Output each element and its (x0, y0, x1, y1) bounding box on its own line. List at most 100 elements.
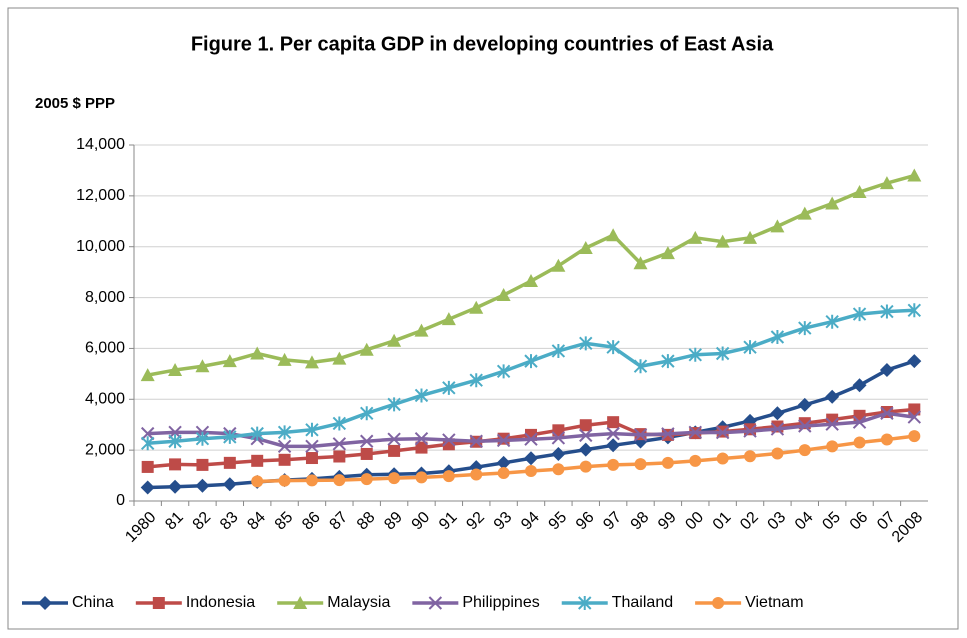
marker (798, 419, 812, 433)
y-tick-label: 10,000 (76, 238, 125, 255)
marker (387, 333, 402, 347)
legend-label: Philippines (462, 594, 539, 611)
marker (606, 340, 620, 355)
marker (277, 352, 292, 366)
marker (360, 434, 374, 448)
marker (908, 403, 921, 416)
marker (332, 437, 347, 451)
marker (770, 219, 785, 233)
marker (606, 228, 621, 242)
marker (524, 451, 538, 466)
marker (633, 256, 648, 270)
series (140, 303, 922, 451)
marker (415, 441, 428, 454)
marker (633, 428, 648, 442)
marker (771, 447, 784, 460)
marker (578, 596, 592, 610)
marker (195, 431, 210, 446)
marker (195, 359, 210, 373)
marker (278, 453, 291, 466)
marker (293, 596, 308, 609)
marker (579, 428, 593, 443)
series (251, 430, 921, 488)
marker (442, 433, 456, 447)
marker (414, 323, 429, 337)
marker (360, 406, 374, 421)
legend-item: Thailand (561, 594, 673, 611)
marker (744, 450, 757, 463)
marker (250, 346, 265, 360)
marker (388, 444, 401, 457)
y-tick-label: 12,000 (76, 187, 125, 204)
marker (552, 424, 565, 437)
marker (907, 303, 922, 318)
marker (853, 436, 866, 449)
marker (880, 406, 894, 420)
marker (715, 346, 730, 361)
legend-item: Indonesia (135, 594, 255, 611)
marker (359, 342, 374, 356)
chart-title: Figure 1. Per capita GDP in developing c… (191, 33, 774, 55)
marker (305, 422, 319, 437)
marker (770, 406, 785, 421)
marker (852, 378, 867, 393)
legend-label: China (72, 594, 114, 611)
marker (305, 474, 318, 487)
y-axis-label: 2005 $ PPP (35, 95, 115, 112)
marker (770, 422, 785, 436)
marker (716, 452, 729, 465)
marker (908, 430, 921, 443)
marker (606, 438, 621, 453)
marker (551, 446, 566, 461)
marker (579, 336, 593, 351)
marker (880, 304, 894, 319)
marker (688, 425, 702, 440)
marker (140, 480, 155, 495)
marker (661, 427, 675, 441)
marker (852, 307, 867, 322)
legend-label: Malaysia (327, 594, 390, 611)
marker (222, 477, 237, 492)
marker (140, 368, 155, 382)
marker (825, 389, 840, 404)
chart-frame (7, 7, 959, 630)
marker (879, 363, 894, 378)
marker (251, 475, 264, 488)
marker (852, 185, 867, 199)
marker (579, 460, 592, 473)
y-tick-label: 0 (116, 492, 125, 509)
marker (251, 454, 264, 467)
y-tick-label: 2,000 (85, 441, 125, 458)
marker (880, 433, 893, 446)
marker (305, 452, 318, 465)
series (140, 168, 922, 382)
marker (442, 470, 455, 483)
marker (496, 433, 511, 448)
marker (606, 426, 620, 441)
marker (715, 425, 730, 440)
marker (798, 321, 812, 336)
marker (607, 416, 620, 429)
marker (825, 417, 839, 431)
marker (688, 347, 702, 362)
marker (140, 436, 155, 451)
marker (442, 380, 456, 395)
marker (579, 419, 592, 432)
marker (414, 388, 429, 403)
marker (469, 434, 483, 448)
marker (469, 300, 484, 314)
marker (524, 354, 538, 369)
marker (661, 456, 674, 469)
marker (660, 246, 675, 260)
marker (441, 312, 456, 326)
marker (414, 431, 429, 446)
marker (879, 176, 894, 190)
marker (525, 464, 537, 477)
marker (223, 456, 236, 469)
marker (524, 432, 538, 446)
marker (223, 429, 237, 444)
legend-label: Indonesia (186, 594, 255, 611)
marker (196, 458, 209, 471)
marker (360, 447, 373, 460)
marker (689, 454, 702, 467)
